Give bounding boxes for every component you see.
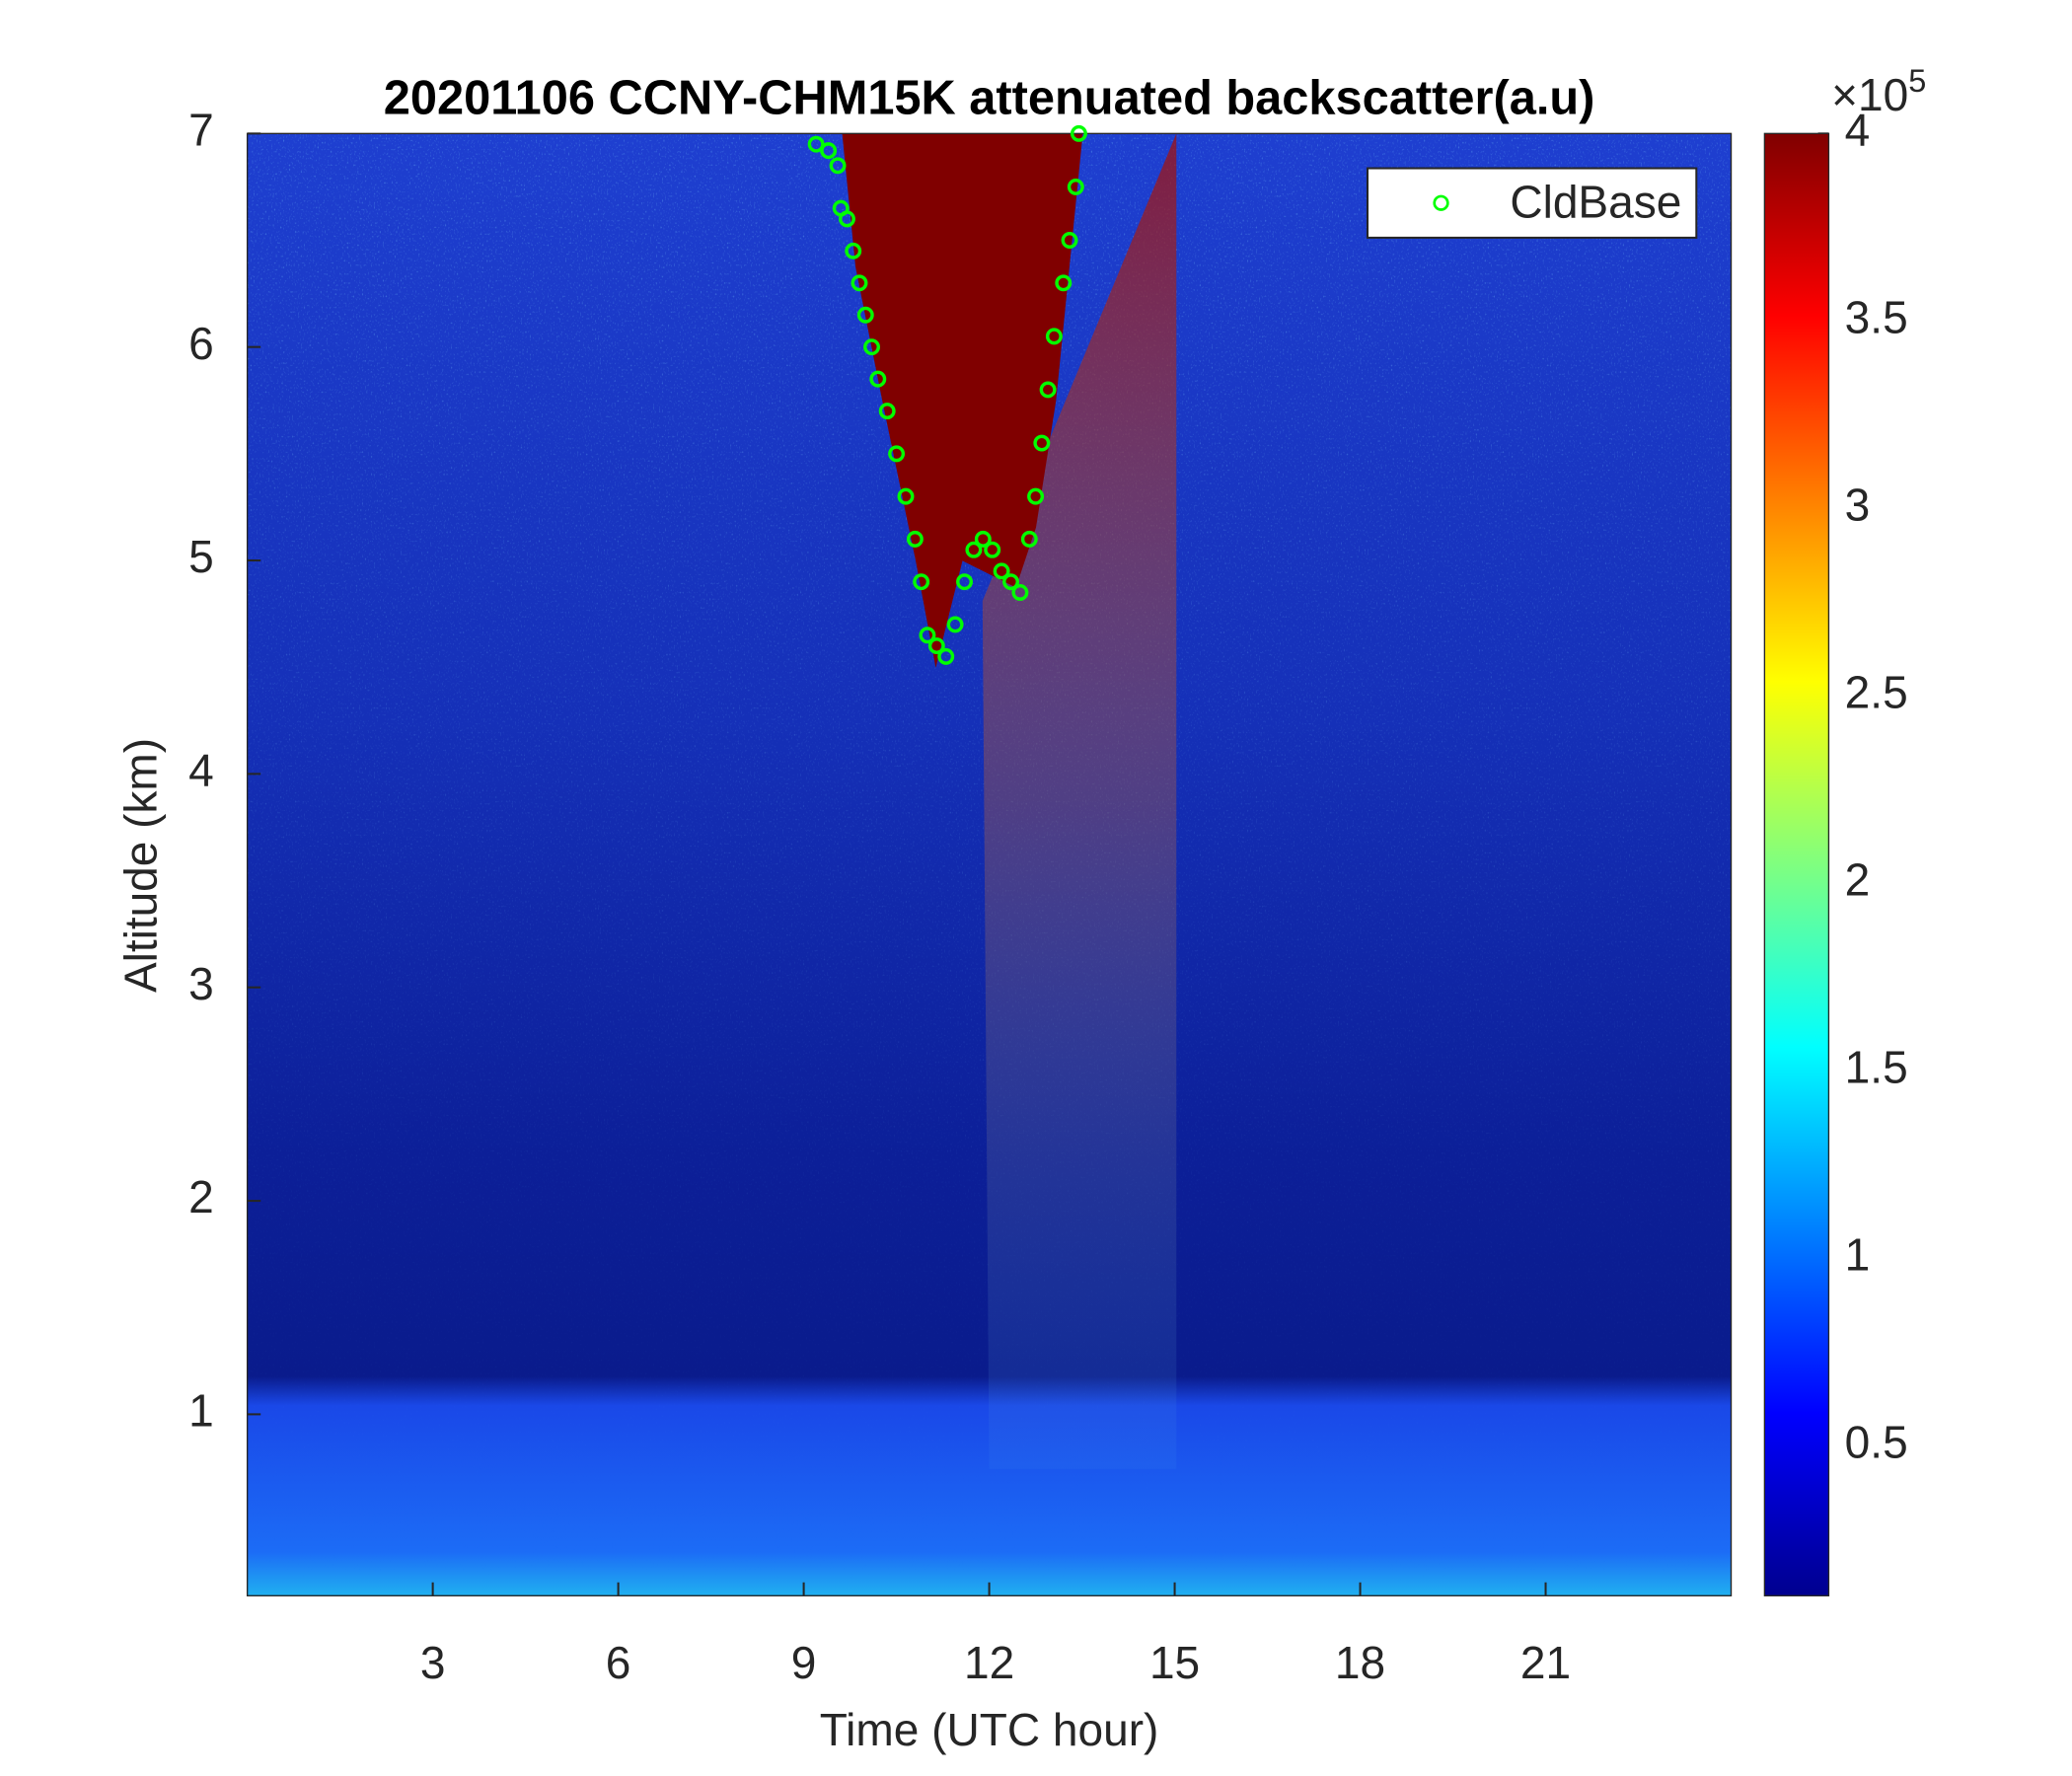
- cloud-base-point: [1002, 573, 1019, 591]
- cloud-base-point: [807, 135, 825, 153]
- cloud-base-point: [946, 616, 964, 633]
- multiplier-base: ×10: [1831, 69, 1908, 120]
- y-tick-label: 6: [188, 318, 214, 369]
- legend-box: [1366, 167, 1698, 239]
- backscatter-image: [247, 133, 1732, 1596]
- legend: CldBase: [1366, 167, 1698, 239]
- cloud-base-point: [1070, 124, 1087, 142]
- cloud-base-point: [993, 562, 1010, 580]
- y-tick-label: 1: [188, 1385, 214, 1437]
- cloud-base-point: [919, 627, 936, 644]
- cloud-base-point: [838, 210, 855, 228]
- y-tick-label: 7: [188, 105, 214, 156]
- cloud-base-point: [1061, 232, 1078, 249]
- cloud-base-point: [1067, 178, 1084, 195]
- x-tick-label: 18: [1335, 1637, 1385, 1688]
- colorbar-tick-label: 3.5: [1845, 292, 1908, 343]
- cloud-base-point: [1039, 381, 1057, 399]
- cloud-base-point: [1045, 328, 1063, 345]
- y-axis-label: Altitude (km): [114, 738, 166, 993]
- cloud-base-point: [1055, 274, 1073, 292]
- cloud-base-point: [906, 530, 924, 548]
- x-tick-label: 9: [791, 1637, 817, 1688]
- colorbar-tick-label: 3: [1845, 479, 1871, 530]
- y-tick-label: 4: [188, 745, 214, 796]
- cloud-base-point: [1011, 584, 1029, 601]
- colorbar-tick-label: 1: [1845, 1228, 1871, 1280]
- x-tick-label: 21: [1520, 1637, 1571, 1688]
- legend-marker: [1433, 194, 1449, 211]
- cloud-base-point: [1027, 487, 1045, 505]
- cloud-base-point: [1033, 434, 1051, 452]
- cloud-base-point: [845, 242, 862, 259]
- cloud-base-point: [878, 403, 896, 420]
- cloud-base-point: [956, 573, 973, 591]
- y-tick-label: 5: [188, 531, 214, 582]
- cloud-base-point: [851, 274, 868, 292]
- cloud-base-point: [937, 647, 955, 665]
- x-tick-label: 15: [1149, 1637, 1200, 1688]
- colorbar-tick-label: 1.5: [1845, 1041, 1908, 1092]
- colorbar-tick-label: 0.5: [1845, 1416, 1908, 1467]
- cloud-base-point: [927, 637, 945, 655]
- colorbar-tick-label: 2: [1845, 853, 1871, 905]
- x-tick-label: 12: [964, 1637, 1014, 1688]
- y-tick-label: 3: [188, 958, 214, 1009]
- cloud-base-point: [965, 541, 983, 558]
- cloud-base-point: [1020, 530, 1038, 548]
- x-tick-label: 3: [420, 1637, 446, 1688]
- cloud-base-point: [913, 573, 930, 591]
- legend-label: CldBase: [1510, 177, 1681, 228]
- cloud-base-point: [897, 487, 915, 505]
- cloud-base-point: [984, 541, 1001, 558]
- colorbar: [1763, 132, 1830, 1596]
- y-tick-label: 2: [188, 1171, 214, 1222]
- cloud-base-point: [974, 530, 992, 548]
- chart-title: 20201106 CCNY-CHM15K attenuated backscat…: [384, 72, 1595, 125]
- cloud-base-point: [863, 338, 880, 356]
- colorbar-tick-label: 4: [1845, 105, 1871, 156]
- x-axis-label: Time (UTC hour): [820, 1704, 1159, 1755]
- x-tick-label: 6: [606, 1637, 631, 1688]
- cloud-base-point: [856, 306, 874, 324]
- colorbar-tick-label: 2.5: [1845, 666, 1908, 717]
- cloud-base-point: [869, 370, 887, 388]
- cloud-base-point: [888, 445, 906, 463]
- multiplier-exponent: 5: [1908, 62, 1926, 98]
- colorbar-multiplier: ×105: [1831, 62, 1926, 120]
- cloud-base-point: [829, 157, 847, 175]
- cloud-base-point: [820, 142, 838, 160]
